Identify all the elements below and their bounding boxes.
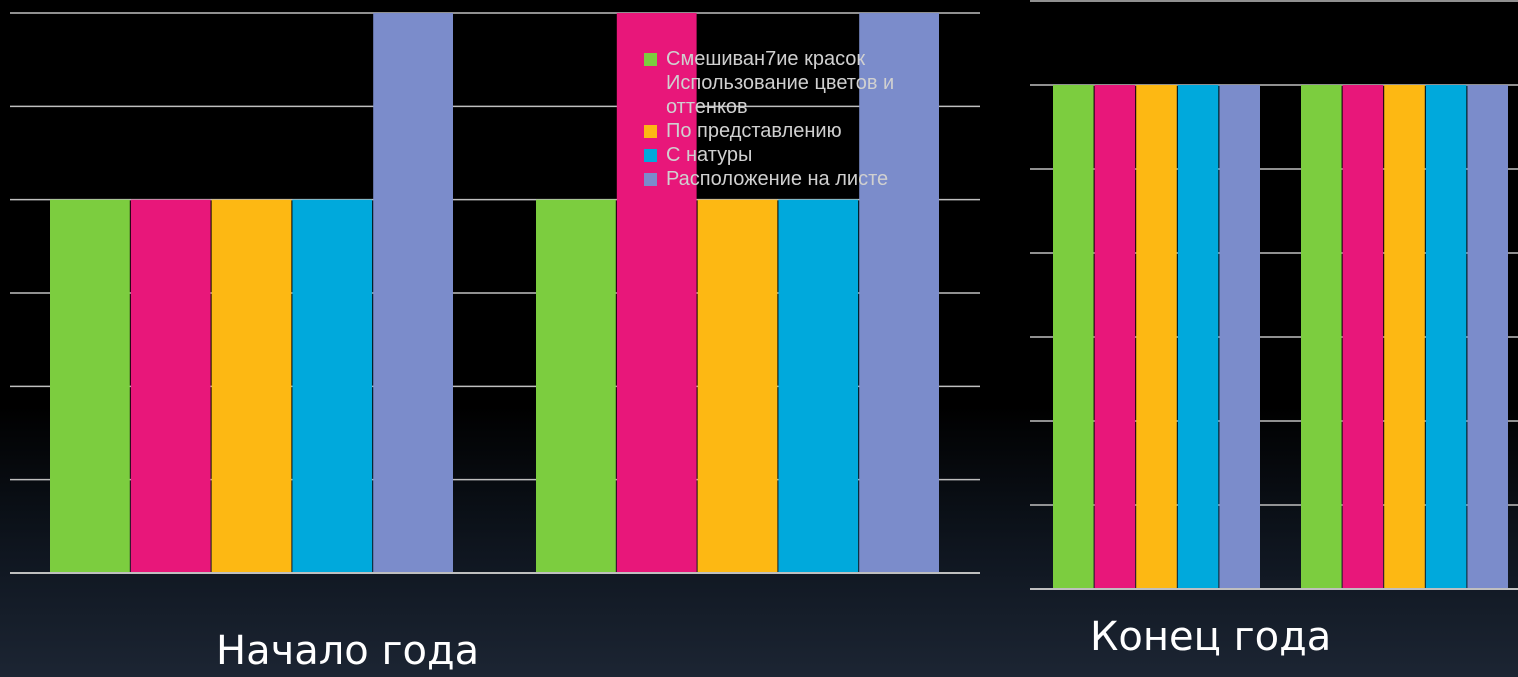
chart-start-of-year xyxy=(10,12,980,574)
legend-label: Смешиван7ие красок xyxy=(666,48,866,70)
bar-start-g1-s3 xyxy=(211,199,292,573)
bar-start-g2-s2 xyxy=(616,13,697,573)
legend-label: По представлению xyxy=(666,120,842,142)
bar-start-g1-s4 xyxy=(292,199,373,573)
legend-item: С натуры xyxy=(642,143,982,167)
bar-end-g2-s1 xyxy=(1301,85,1342,589)
legend-label: С натуры xyxy=(666,144,753,166)
bar-end-g1-s1 xyxy=(1053,85,1094,589)
legend-swatch xyxy=(644,173,657,186)
legend-item: Смешиван7ие красок xyxy=(642,47,982,71)
legend-label: Расположение на листе xyxy=(666,168,889,190)
legend-item: По представлению xyxy=(642,119,982,143)
chart-end-of-year xyxy=(1030,0,1518,590)
bar-start-g2-s3 xyxy=(697,199,778,573)
bar-end-g2-s3 xyxy=(1384,85,1425,589)
bar-start-g2-s1 xyxy=(536,199,616,573)
caption-end-of-year: Конец года xyxy=(1090,614,1332,660)
legend-item: Расположение на листе xyxy=(642,167,982,191)
legend-label: Использование цветов и оттенков xyxy=(666,72,895,118)
legend-swatch xyxy=(644,125,657,138)
chart-legend: Смешиван7ие красок Использование цветов и… xyxy=(642,47,982,191)
bar-start-g2-s4 xyxy=(778,199,859,573)
legend-item: Использование цветов и оттенков xyxy=(642,71,982,119)
bar-start-g2-s5 xyxy=(859,13,939,573)
bar-end-g2-s5 xyxy=(1467,85,1508,589)
legend-swatch xyxy=(644,149,657,162)
caption-start-of-year: Начало года xyxy=(216,628,480,674)
bar-end-g2-s4 xyxy=(1425,85,1467,589)
bar-end-g1-s3 xyxy=(1136,85,1177,589)
bar-end-g1-s4 xyxy=(1177,85,1219,589)
bar-start-g1-s2 xyxy=(130,199,211,573)
legend-swatch xyxy=(644,53,657,66)
bar-start-g1-s1 xyxy=(50,199,130,573)
bar-end-g2-s2 xyxy=(1342,85,1384,589)
bar-start-g1-s5 xyxy=(373,13,453,573)
bar-end-g1-s2 xyxy=(1094,85,1136,589)
bar-end-g1-s5 xyxy=(1219,85,1260,589)
